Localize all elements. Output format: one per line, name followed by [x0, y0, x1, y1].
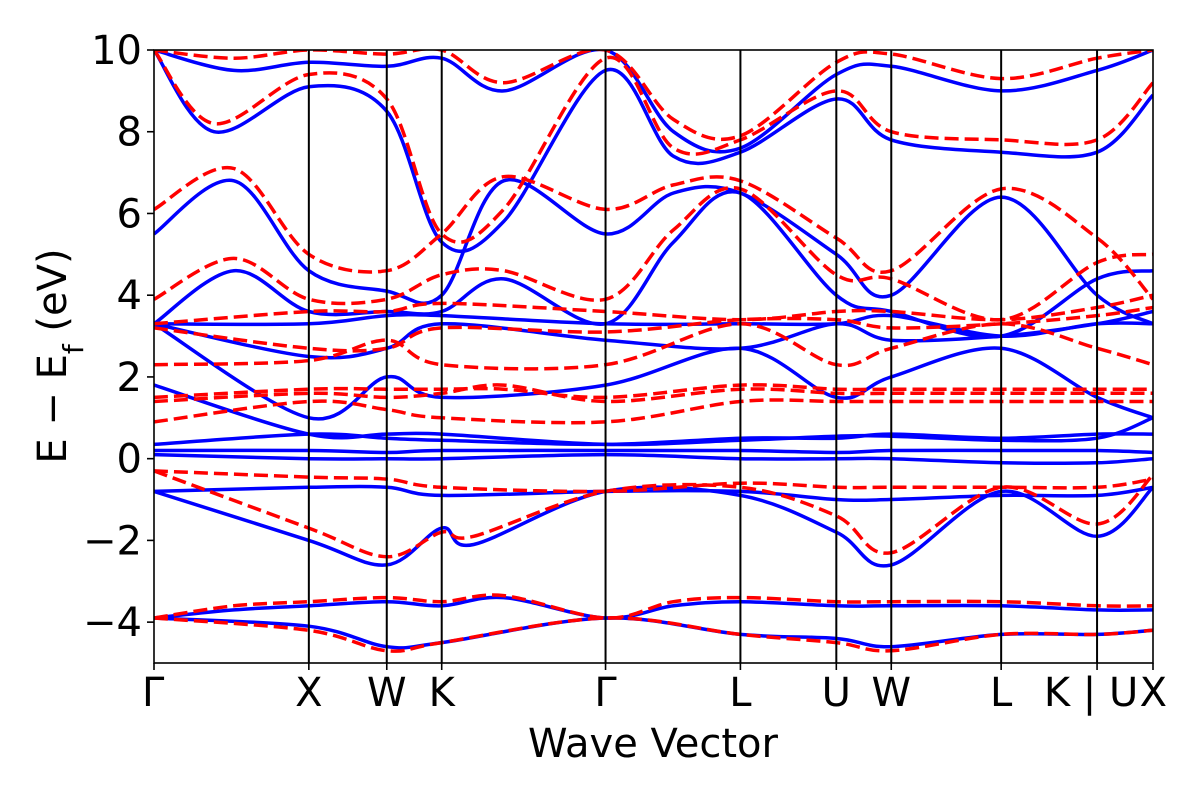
bands-layer [154, 50, 1153, 653]
solid-band-2 [154, 485, 1153, 568]
x-tick-label-1: X [295, 670, 322, 716]
solid-band-5 [154, 448, 1153, 455]
dashed-band-6 [154, 383, 1153, 400]
dashed-band-9 [154, 293, 1153, 326]
y-axis-label: E − Ef (eV) [30, 248, 90, 463]
x-tick-label-5: L [729, 670, 752, 716]
dashed-band-2 [154, 469, 1153, 559]
y-tick-label-6: 8 [117, 110, 142, 156]
solid-band-8 [154, 322, 1153, 421]
solid-band-11 [154, 189, 1153, 339]
x-tick-label-2: W [367, 670, 407, 716]
dashed-band-1 [154, 593, 1153, 620]
y-tick-label-0: −4 [83, 600, 142, 646]
x-tick-label-3: K [429, 670, 457, 716]
plot-frame [153, 49, 1154, 664]
dashed-band-8 [154, 305, 1153, 353]
solid-band-13 [154, 50, 1153, 253]
x-tick-label-0: Γ [142, 670, 165, 716]
x-tick-label-10: X [1140, 670, 1167, 716]
x-tick-label-7: W [871, 670, 911, 716]
y-tick-label-3: 2 [117, 355, 142, 401]
dashed-band-11 [154, 165, 1153, 301]
y-axis-label-subscript: f [57, 343, 90, 354]
x-tick-label-6: U [822, 670, 851, 716]
y-axis: −4 −2 0 2 4 6 8 10 [83, 28, 154, 646]
dashed-band-3 [154, 469, 1153, 494]
dashed-band-12 [154, 50, 1153, 245]
x-tick-label-8: L [990, 670, 1013, 716]
dashed-band-0 [154, 616, 1153, 653]
solid-band-6 [154, 432, 1153, 447]
solid-band-14 [154, 50, 1153, 154]
solid-band-1 [154, 595, 1153, 620]
y-axis-label-prefix: E − E [30, 354, 76, 464]
x-axis-label: Wave Vector [528, 721, 779, 767]
solid-band-7 [154, 383, 1153, 447]
x-tick-label-4: Γ [594, 670, 617, 716]
y-tick-label-2: 0 [117, 437, 142, 483]
y-tick-label-1: −2 [83, 518, 142, 564]
solid-band-3 [154, 484, 1153, 503]
y-axis-label-suffix: (eV) [30, 248, 76, 344]
y-tick-label-4: 4 [117, 273, 142, 319]
y-tick-label-7: 10 [91, 28, 142, 74]
high-symmetry-lines [307, 50, 1099, 663]
x-tick-label-9: K | U [1044, 670, 1138, 716]
solid-band-4 [154, 452, 1153, 465]
dashed-band-10 [154, 186, 1153, 322]
y-tick-label-5: 6 [117, 191, 142, 237]
dashed-band-4 [154, 398, 1153, 425]
